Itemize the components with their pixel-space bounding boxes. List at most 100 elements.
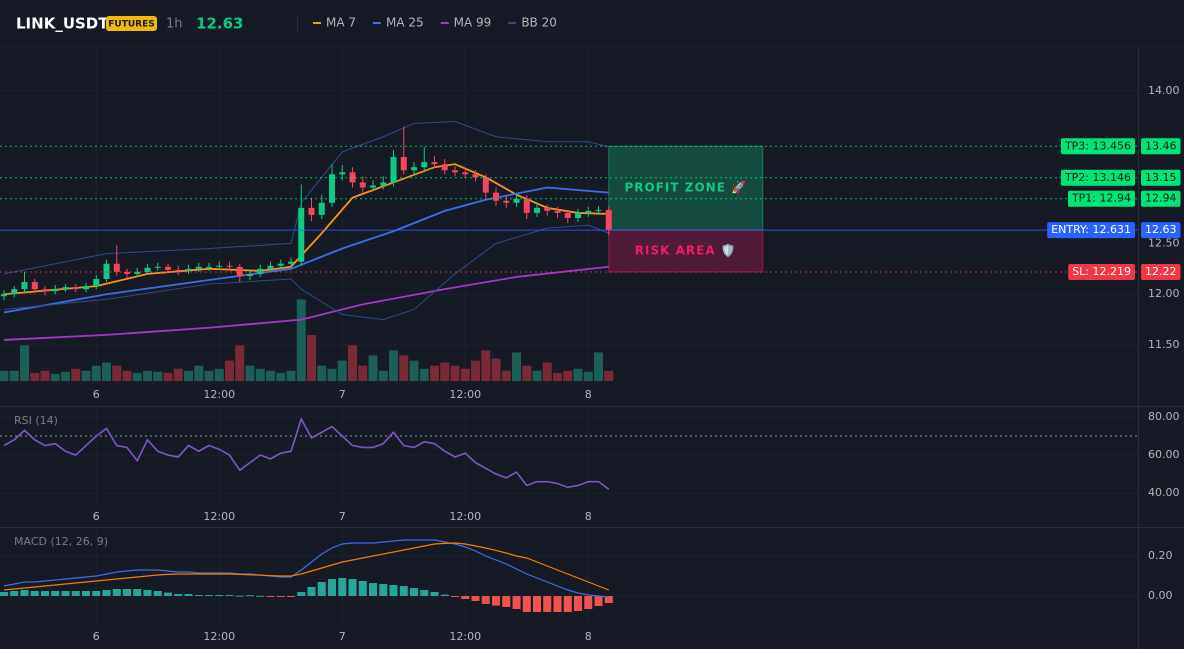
histogram-bar	[307, 587, 316, 596]
volume-bar	[440, 362, 450, 381]
histogram-bar	[164, 592, 173, 596]
volume-bar	[0, 370, 9, 381]
histogram-bar	[389, 585, 398, 596]
x-tick-label: 6	[93, 630, 100, 643]
histogram-bar	[563, 596, 572, 612]
y-tick-label: 60.00	[1148, 448, 1180, 461]
candle-body	[41, 289, 48, 292]
candle-body	[247, 273, 254, 276]
volume-bar	[389, 350, 399, 381]
level-label: TP3: 13.456	[1064, 139, 1131, 152]
histogram-bar	[112, 589, 121, 596]
volume-bar	[573, 368, 583, 381]
candle-body	[216, 265, 223, 267]
candle-body	[308, 207, 315, 215]
badge: FUTURES	[108, 20, 154, 30]
histogram-bar	[440, 594, 449, 596]
volume-bar	[276, 372, 286, 381]
x-tick-label: 6	[93, 388, 100, 401]
volume-bar	[245, 365, 255, 381]
histogram-bar	[40, 591, 49, 596]
volume-bar	[481, 350, 491, 381]
x-tick-label: 12:00	[449, 388, 481, 401]
histogram-bar	[287, 596, 296, 597]
volume-bar	[358, 365, 368, 381]
candle-body	[318, 202, 325, 215]
histogram-bar	[123, 589, 132, 596]
volume-bar	[583, 371, 593, 381]
x-tick-label: 8	[585, 510, 592, 523]
candle-body	[113, 263, 120, 272]
candle-body	[236, 266, 243, 276]
histogram-bar	[420, 590, 429, 596]
volume-bar	[194, 365, 204, 381]
histogram-bar	[338, 578, 347, 596]
label-bg	[1141, 138, 1181, 155]
volume-bar	[132, 372, 142, 381]
label-bg	[1141, 222, 1181, 239]
level-axis-label: 12.22	[1145, 265, 1177, 278]
macd-line	[3, 539, 609, 598]
label-bg	[1141, 190, 1181, 207]
histogram-bar	[82, 591, 91, 596]
candle-body	[288, 261, 295, 264]
volume-bar	[153, 371, 163, 381]
volume-bar	[255, 368, 265, 381]
candle-body	[103, 263, 110, 279]
volume-bar	[450, 365, 460, 381]
x-tick-label: 12:00	[203, 388, 235, 401]
candle-body	[462, 172, 469, 175]
candle-body	[575, 212, 582, 219]
level-label: TP2: 13.146	[1064, 171, 1131, 184]
histogram-bar	[10, 591, 19, 596]
legend-label: MA 25	[386, 16, 424, 30]
label-bg	[1047, 222, 1135, 239]
candle-body	[226, 265, 233, 267]
candle-body	[482, 177, 489, 193]
histogram-bar	[102, 590, 111, 596]
candle-body	[11, 289, 18, 295]
candle-body	[0, 294, 7, 297]
candle-body	[52, 289, 59, 292]
candle-body	[411, 167, 418, 171]
level-axis-label: 12.94	[1145, 192, 1177, 205]
level-label: TP1: 12.94	[1071, 192, 1131, 205]
ma-line	[3, 265, 609, 341]
histogram-bar	[276, 596, 285, 597]
volume-bar	[501, 370, 511, 381]
candle-body	[195, 266, 202, 269]
volume-bar	[399, 355, 409, 381]
legend-label: BB 20	[521, 16, 557, 30]
y-tick-label: 0.20	[1148, 549, 1173, 562]
label-bg	[1060, 169, 1135, 186]
candle-body	[493, 192, 500, 201]
badge-bg	[106, 16, 157, 31]
candle-body	[349, 172, 356, 183]
x-tick-label: 7	[339, 630, 346, 643]
candle-body	[62, 287, 69, 290]
label-bg	[1067, 190, 1135, 207]
histogram-bar	[205, 595, 214, 596]
histogram-bar	[256, 595, 265, 597]
histogram-bar	[369, 583, 378, 596]
histogram-bar	[184, 594, 193, 596]
volume-bar	[184, 370, 194, 381]
candle-body	[175, 269, 182, 271]
volume-bar	[337, 360, 347, 381]
volume-bar	[317, 365, 327, 381]
volume-bar	[143, 370, 153, 381]
volume-bar	[409, 360, 419, 381]
x-tick-label: 12:00	[203, 630, 235, 643]
histogram-bar	[502, 596, 511, 607]
y-tick-label: 11.50	[1148, 338, 1180, 351]
histogram-bar	[533, 596, 542, 612]
histogram-bar	[297, 592, 306, 596]
zone-label: PROFIT ZONE 🚀	[625, 181, 748, 195]
volume-bar	[419, 368, 429, 381]
histogram-bar	[451, 596, 460, 597]
volume-bar	[214, 368, 224, 381]
histogram-bar	[61, 591, 70, 596]
y-tick-label: 12.00	[1148, 287, 1180, 300]
candle-body	[523, 198, 530, 213]
